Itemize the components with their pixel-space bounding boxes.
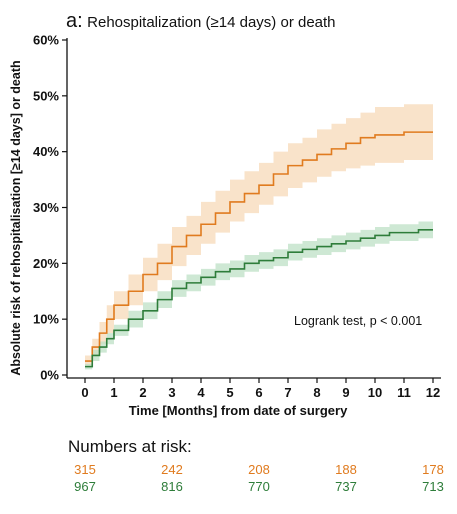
- chart-title: a: Rehospitalization (≥14 days) or death: [66, 10, 336, 33]
- series-line-2: [85, 229, 433, 368]
- x-axis-label: Time [Months] from date of surgery: [129, 403, 348, 418]
- x-tick-label: 10: [368, 385, 382, 400]
- x-tick-label: 4: [197, 385, 205, 400]
- risk-row-1: 315 242 208 188 178: [0, 462, 457, 478]
- risk-cell: 315: [74, 462, 96, 477]
- x-tick-label: 5: [226, 385, 233, 400]
- risk-table-title: Numbers at risk:: [68, 437, 192, 456]
- series-lines: [85, 131, 433, 368]
- risk-cell: 208: [248, 462, 270, 477]
- y-tick-label: 40%: [33, 144, 59, 159]
- y-tick-label: 10%: [33, 312, 59, 327]
- x-tick-label: 3: [168, 385, 175, 400]
- risk-cell: 967: [74, 479, 96, 494]
- risk-cell: 242: [161, 462, 183, 477]
- confidence-band-1: [85, 104, 433, 367]
- y-tick-label: 30%: [33, 200, 59, 215]
- x-tick-label: 6: [255, 385, 262, 400]
- y-ticks: 0% 10% 20% 30% 40% 50% 60%: [33, 33, 67, 383]
- y-tick-label: 0%: [40, 368, 59, 383]
- panel-letter: a:: [66, 10, 83, 32]
- x-tick-label: 11: [397, 385, 411, 400]
- risk-cell: 816: [161, 479, 183, 494]
- x-tick-label: 7: [284, 385, 291, 400]
- series-line-1: [85, 131, 433, 362]
- risk-cell: 770: [248, 479, 270, 494]
- y-tick-label: 60%: [33, 33, 59, 48]
- risk-cell: 188: [335, 462, 357, 477]
- y-tick-label: 50%: [33, 88, 59, 103]
- x-tick-label: 8: [313, 385, 320, 400]
- x-tick-label: 9: [342, 385, 349, 400]
- y-axis-label: Absolute risk of rehospitalisation [≥14 …: [9, 60, 23, 375]
- x-ticks: 0 1 2 3 4 5 6 7 8 9 10 11 12: [81, 378, 440, 400]
- risk-cell: 713: [422, 479, 444, 494]
- x-tick-label: 12: [426, 385, 440, 400]
- confidence-bands: [85, 104, 433, 370]
- risk-cell: 178: [422, 462, 444, 477]
- y-tick-label: 20%: [33, 256, 59, 271]
- title-text: Rehospitalization (≥14 days) or death: [87, 14, 336, 31]
- risk-row-2: 967 816 770 737 713: [0, 479, 457, 495]
- x-tick-label: 2: [139, 385, 146, 400]
- confidence-band-2: [85, 221, 433, 370]
- risk-cell: 737: [335, 479, 357, 494]
- x-tick-label: 0: [81, 385, 88, 400]
- x-tick-label: 1: [110, 385, 117, 400]
- logrank-annotation: Logrank test, p < 0.001: [294, 314, 423, 328]
